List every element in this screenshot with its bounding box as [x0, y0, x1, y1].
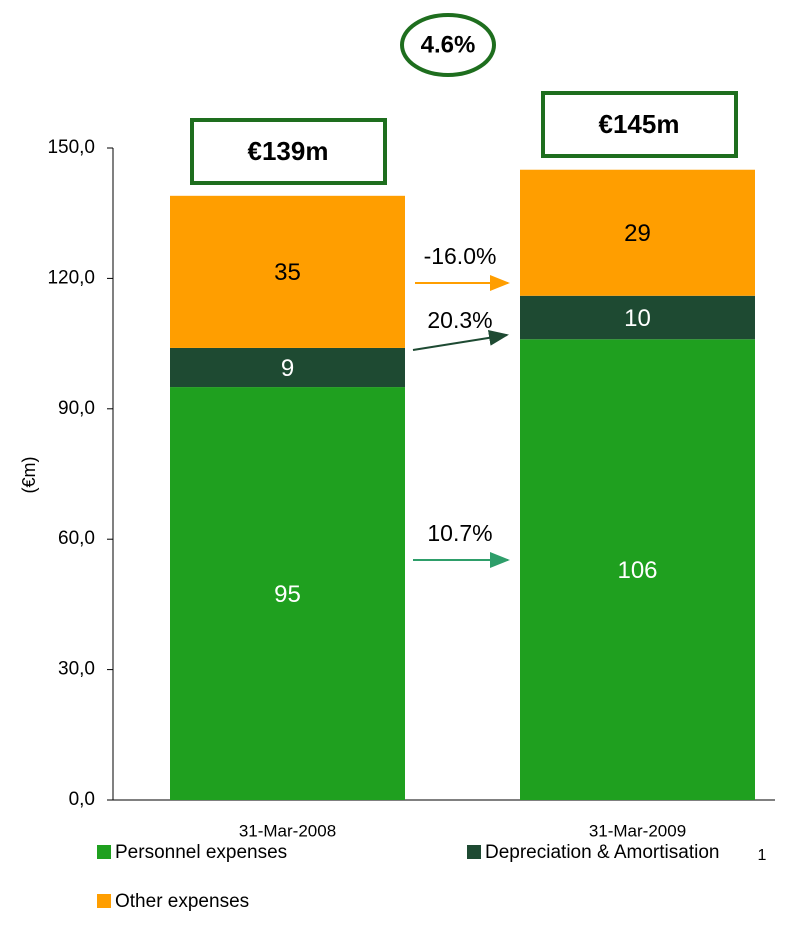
change-label: -16.0% [424, 243, 497, 269]
bar-segment [170, 387, 405, 800]
data-label: 95 [274, 581, 301, 608]
y-tick-label: 150,0 [47, 137, 95, 158]
legend-swatch [97, 894, 111, 908]
bar-segment [170, 195, 405, 348]
legend-label: Depreciation & Amortisation [485, 842, 719, 863]
legend-label: Personnel expenses [115, 842, 287, 863]
total-label: €145m [599, 109, 680, 139]
x-tick-label: 31-Mar-2008 [239, 821, 336, 840]
growth-label: 4.6% [421, 31, 476, 58]
y-tick-label: 30,0 [58, 659, 95, 680]
x-tick-label: 31-Mar-2009 [589, 821, 686, 840]
legend-swatch [467, 845, 481, 859]
change-label: 10.7% [427, 520, 492, 546]
bar-segment [520, 169, 755, 296]
data-label: 35 [274, 259, 301, 286]
data-label: 106 [617, 557, 657, 584]
total-label: €139m [248, 136, 329, 166]
total-box [190, 118, 387, 185]
data-label: 9 [281, 355, 294, 382]
legend-label: Other expenses [115, 891, 249, 912]
data-label: 10 [624, 305, 651, 332]
y-tick-label: 90,0 [58, 398, 95, 419]
legend-swatch [97, 845, 111, 859]
bar-segment [520, 339, 755, 800]
y-tick-label: 0,0 [69, 789, 95, 810]
total-box [541, 91, 738, 158]
change-arrow [412, 329, 509, 351]
page-number: 1 [758, 847, 767, 864]
bar-segment [520, 295, 755, 340]
change-label: 20.3% [427, 307, 492, 333]
y-tick-label: 120,0 [47, 267, 95, 288]
y-axis-label: (€m) [19, 457, 39, 494]
data-label: 29 [624, 220, 651, 247]
growth-ellipse [400, 13, 496, 77]
y-tick-label: 60,0 [58, 528, 95, 549]
bar-segment [170, 347, 405, 388]
